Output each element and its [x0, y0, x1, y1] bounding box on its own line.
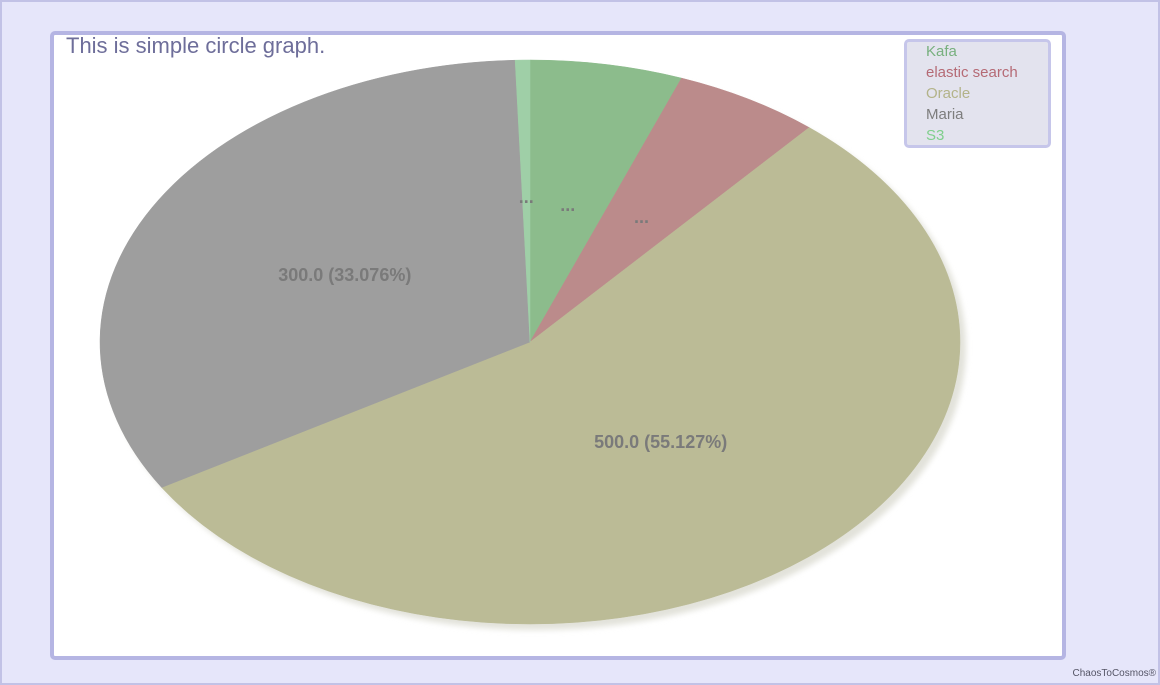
credit-text: ChaosToCosmos® [1072, 668, 1156, 679]
pie-slice-s3 [514, 59, 531, 343]
pie-slice-maria [99, 59, 531, 488]
slice-label-oracle: 500.0 (55.127%) [594, 432, 727, 452]
pie-slice-kafa [529, 59, 682, 343]
pie-slice-elastic-search [529, 77, 810, 343]
chart-title: This is simple circle graph. [66, 33, 326, 58]
slice-label-s3: ... [519, 187, 534, 207]
legend: Kafa elastic search Oracle Maria S3 [904, 39, 1051, 148]
legend-item-kafa: Kafa [926, 43, 957, 60]
slice-label-elastic-search: ... [634, 207, 649, 227]
legend-item-s3: S3 [926, 127, 945, 144]
slice-label-maria: 300.0 (33.076%) [278, 265, 411, 285]
legend-item-maria: Maria [926, 106, 964, 123]
legend-item-oracle: Oracle [926, 85, 971, 102]
legend-item-elastic: elastic search [926, 64, 1018, 81]
pie-slice-oracle [161, 127, 961, 625]
slice-label-kafa: ... [560, 195, 575, 215]
